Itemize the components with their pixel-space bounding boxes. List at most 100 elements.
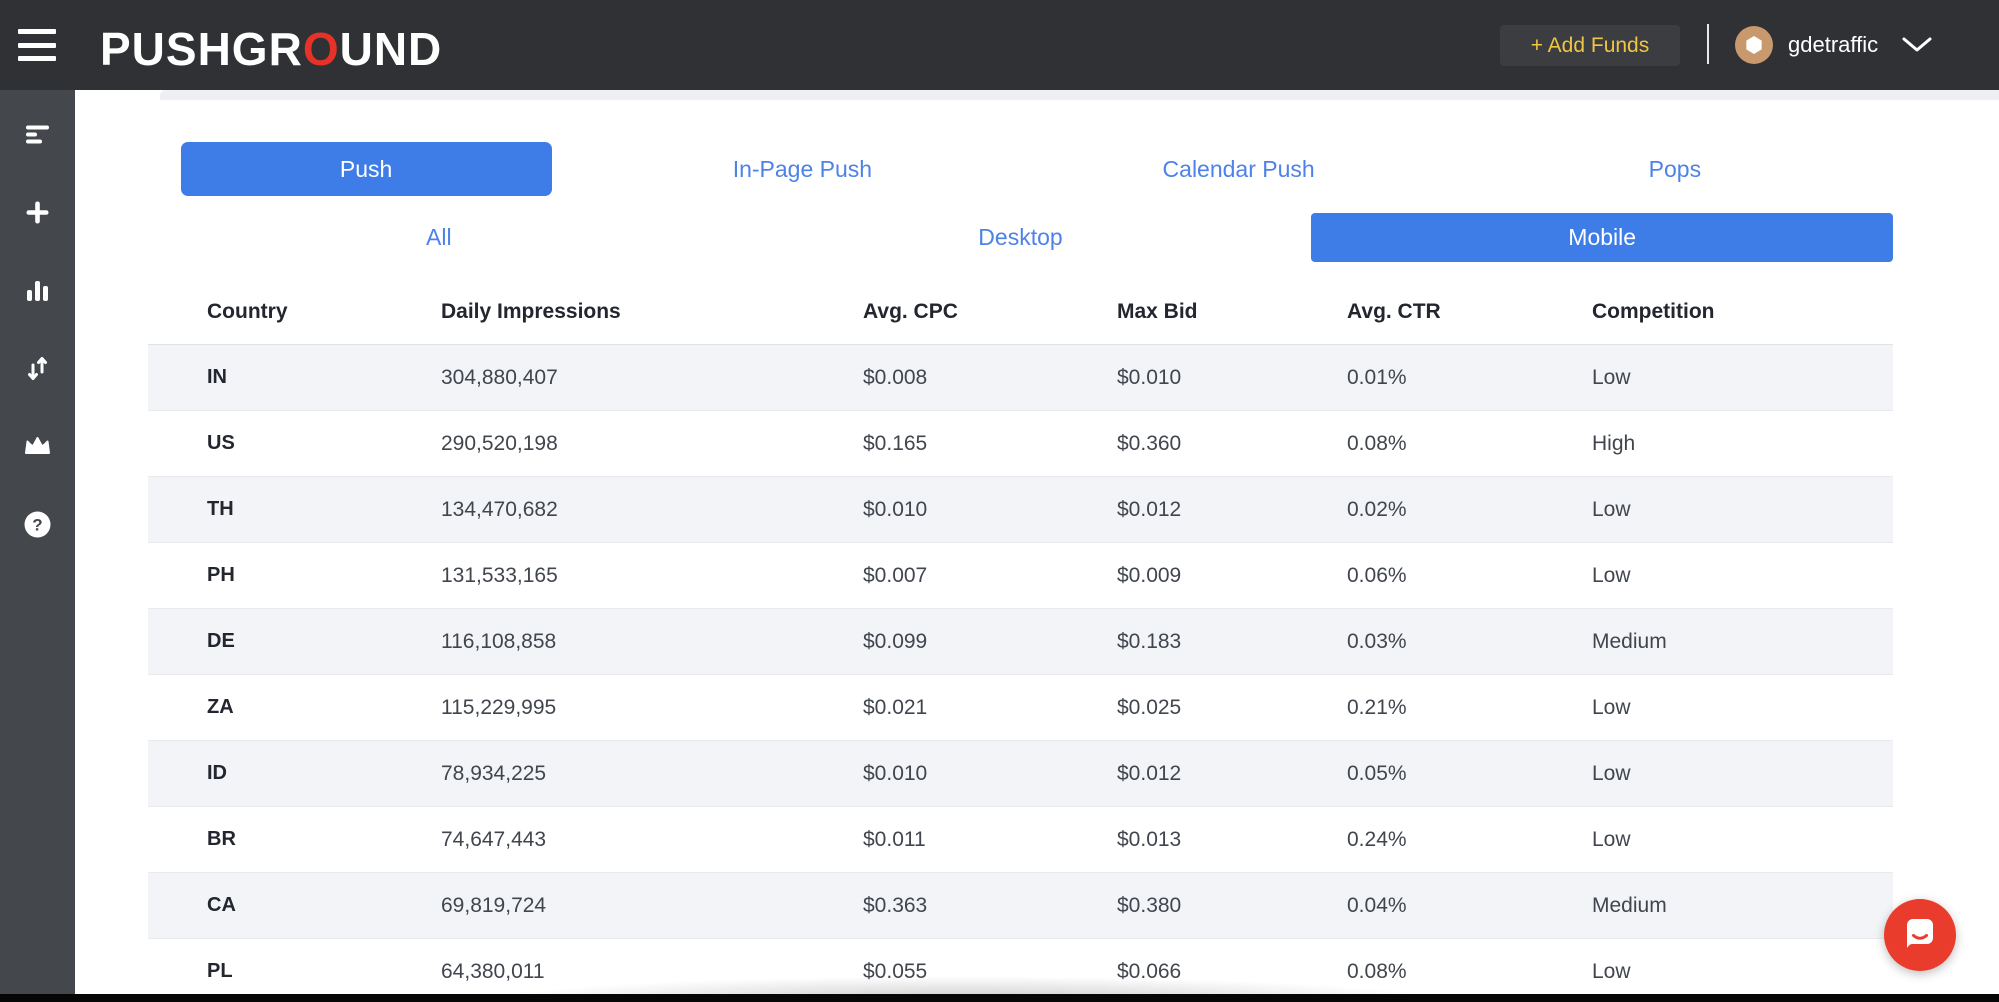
premium-icon[interactable] [23, 433, 53, 460]
cell-competition: High [1592, 431, 1636, 455]
table-body: IN 304,880,407 $0.008 $0.010 0.01% Low US 290,5… [148, 345, 1893, 1002]
tab-pops[interactable]: Pops [1648, 155, 1702, 182]
cell-competition: Low [1592, 959, 1631, 983]
cell-max-bid: $0.010 [1117, 365, 1182, 389]
column-header-avg-ctr: Avg. CTR [1347, 300, 1441, 323]
cell-daily-impressions: 290,520,198 [441, 431, 558, 455]
cell-avg-cpc: $0.007 [863, 563, 928, 587]
help-icon[interactable]: ? [23, 511, 53, 538]
cell-daily-impressions: 304,880,407 [441, 365, 558, 389]
chat-bubble-icon [1907, 919, 1933, 948]
cell-competition: Low [1592, 695, 1631, 719]
cell-daily-impressions: 78,934,225 [441, 761, 547, 785]
menu-icon[interactable] [18, 29, 56, 61]
tab-desktop[interactable]: Desktop [978, 224, 1063, 250]
cell-competition: Medium [1592, 629, 1667, 653]
traffic-volumes-icon[interactable] [23, 355, 53, 382]
tab-in-page-push[interactable]: In-Page Push [732, 155, 873, 182]
table-row: US 290,520,198 $0.165 $0.360 0.08% High [148, 411, 1893, 477]
cell-competition: Low [1592, 497, 1631, 521]
cell-avg-cpc: $0.165 [863, 431, 928, 455]
format-tab-cell: In-Page Push [584, 142, 1020, 196]
cell-competition: Low [1592, 761, 1631, 785]
cell-max-bid: $0.012 [1117, 761, 1182, 785]
user-menu[interactable]: gdetraffic [1735, 22, 1934, 68]
format-tab-cell: Push [148, 142, 584, 196]
avatar-hexagon-icon [1746, 36, 1762, 54]
cell-max-bid: $0.183 [1117, 629, 1182, 653]
cell-avg-cpc: $0.011 [863, 827, 926, 851]
cell-country: PH [207, 564, 235, 586]
tab-push[interactable]: Push [180, 142, 552, 196]
logo-accent-letter: O [302, 23, 340, 75]
cell-max-bid: $0.013 [1117, 827, 1182, 851]
cell-country: ZA [207, 696, 234, 718]
tab-mobile[interactable]: Mobile [1311, 213, 1893, 262]
username: gdetraffic [1788, 32, 1879, 57]
chevron-down-icon[interactable] [1900, 36, 1934, 54]
format-tab-cell: Pops [1457, 142, 1893, 196]
cell-max-bid: $0.380 [1117, 893, 1182, 917]
column-header-daily-impressions: Daily Impressions [441, 300, 621, 323]
cell-country: PL [207, 960, 233, 982]
cell-avg-cpc: $0.010 [863, 761, 928, 785]
cell-competition: Low [1592, 563, 1631, 587]
column-header-avg-cpc: Avg. CPC [863, 300, 958, 323]
chat-launcher-button[interactable] [1884, 899, 1956, 971]
table-row: ID 78,934,225 $0.010 $0.012 0.05% Low [148, 741, 1893, 807]
cell-max-bid: $0.025 [1117, 695, 1182, 719]
avatar [1735, 26, 1773, 64]
table-row: IN 304,880,407 $0.008 $0.010 0.01% Low [148, 345, 1893, 411]
table-row: BR 74,647,443 $0.011 $0.013 0.24% Low [148, 807, 1893, 873]
format-tabs: Push In-Page Push Calendar Push Pops [148, 142, 1893, 196]
device-tabs: All Desktop Mobile [148, 213, 1893, 262]
topbar-divider [1707, 24, 1709, 64]
cell-country: ID [207, 762, 227, 784]
tab-all[interactable]: All [426, 224, 452, 250]
add-funds-button[interactable]: + Add Funds [1500, 25, 1680, 66]
cell-competition: Low [1592, 365, 1631, 389]
campaigns-icon[interactable] [23, 121, 53, 148]
cell-avg-ctr: 0.24% [1347, 827, 1407, 851]
sidebar: ? [0, 90, 75, 1002]
cell-max-bid: $0.012 [1117, 497, 1182, 521]
cell-daily-impressions: 69,819,724 [441, 893, 547, 917]
cell-avg-ctr: 0.01% [1347, 365, 1407, 389]
cell-daily-impressions: 131,533,165 [441, 563, 558, 587]
column-header-max-bid: Max Bid [1117, 300, 1198, 323]
cell-avg-cpc: $0.021 [863, 695, 928, 719]
main-content: Push In-Page Push Calendar Push Pops All Des… [75, 90, 1999, 1002]
cell-avg-ctr: 0.02% [1347, 497, 1407, 521]
column-header-country: Country [207, 300, 288, 323]
table-header-row: Country Daily Impressions Avg. CPC Max Bid A… [148, 280, 1893, 345]
table-row: PH 131,533,165 $0.007 $0.009 0.06% Low [148, 543, 1893, 609]
table-row: CA 69,819,724 $0.363 $0.380 0.04% Medium [148, 873, 1893, 939]
cell-avg-ctr: 0.21% [1347, 695, 1407, 719]
logo[interactable]: PUSHGROUND [100, 22, 442, 76]
bottom-bar [0, 994, 1999, 1002]
top-bar: PUSHGROUND + Add Funds gdetraffic [0, 0, 1999, 90]
cell-avg-ctr: 0.03% [1347, 629, 1407, 653]
traffic-table: Country Daily Impressions Avg. CPC Max Bid A… [148, 280, 1893, 1002]
create-campaign-icon[interactable] [23, 199, 53, 226]
logo-part3: UND [339, 23, 443, 75]
tab-calendar-push[interactable]: Calendar Push [1162, 155, 1315, 182]
cell-country: BR [207, 828, 236, 850]
table-row: DE 116,108,858 $0.099 $0.183 0.03% Medium [148, 609, 1893, 675]
column-header-competition: Competition [1592, 300, 1715, 323]
cell-daily-impressions: 134,470,682 [441, 497, 558, 521]
cell-avg-cpc: $0.055 [863, 959, 928, 983]
cell-daily-impressions: 64,380,011 [441, 959, 545, 983]
cell-country: US [207, 432, 235, 454]
cell-competition: Low [1592, 827, 1631, 851]
statistics-icon[interactable] [23, 277, 53, 304]
cell-competition: Medium [1592, 893, 1667, 917]
cell-country: DE [207, 630, 235, 652]
cell-avg-cpc: $0.363 [863, 893, 928, 917]
format-tab-cell: Calendar Push [1021, 142, 1457, 196]
cell-avg-ctr: 0.04% [1347, 893, 1407, 917]
cell-avg-cpc: $0.010 [863, 497, 928, 521]
page-background-strip [160, 90, 1999, 100]
table-row: ZA 115,229,995 $0.021 $0.025 0.21% Low [148, 675, 1893, 741]
